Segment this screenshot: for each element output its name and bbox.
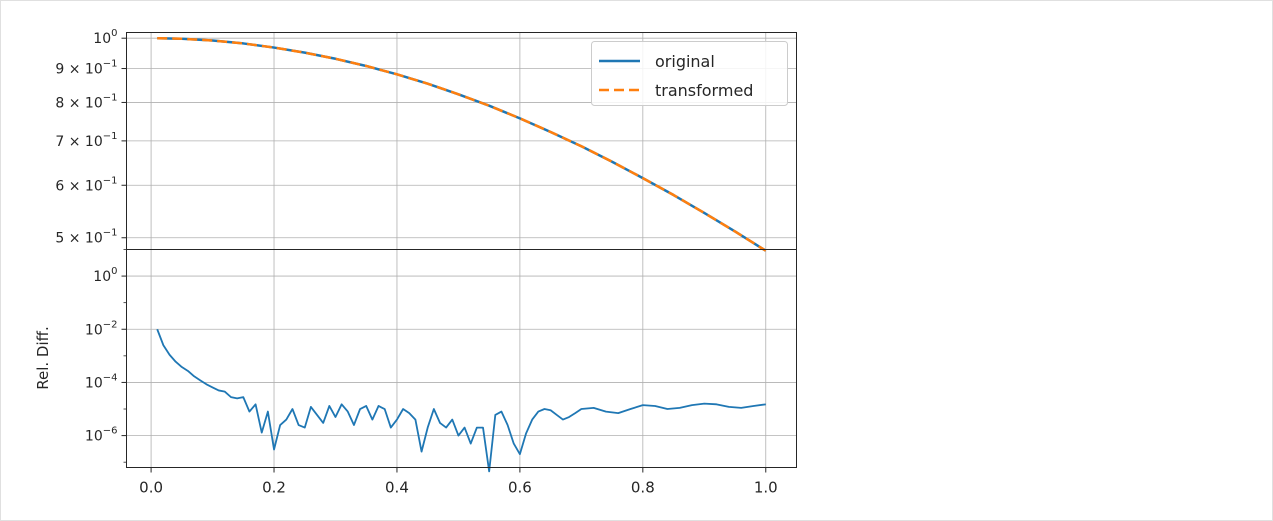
legend-label-original: original bbox=[655, 52, 715, 71]
x-tick-label: 1.0 bbox=[754, 479, 778, 497]
bottom-y-tick-label: 10−6 bbox=[85, 426, 118, 445]
bottom-y-tick-label: 10−2 bbox=[85, 319, 118, 338]
series-line-rel-diff bbox=[156, 328, 766, 473]
bottom-y-tick-label: 10−4 bbox=[85, 372, 118, 391]
bottom-series-lines bbox=[156, 328, 766, 473]
top-y-tick-label: 8 × 10−1 bbox=[55, 92, 117, 111]
x-tick-label: 0.2 bbox=[262, 479, 286, 497]
top-y-ticks: 100 9 × 10−1 8 × 10−1 7 × 10−1 6 × 10−1 5 × 1… bbox=[55, 28, 127, 247]
top-y-tick-label: 5 × 10−1 bbox=[55, 228, 117, 247]
legend: original transformed bbox=[591, 41, 788, 106]
x-tick-label: 0.0 bbox=[139, 479, 163, 497]
top-series-lines bbox=[157, 36, 767, 252]
y-axis-label: Rel. Diff. bbox=[34, 326, 52, 390]
x-ticks: 0.0 0.2 0.4 0.6 0.8 1.0 bbox=[139, 467, 778, 497]
legend-box bbox=[591, 41, 788, 106]
top-y-tick-label: 7 × 10−1 bbox=[55, 131, 117, 150]
bottom-y-tick-label: 100 bbox=[93, 266, 117, 285]
bottom-gridlines bbox=[126, 249, 797, 468]
x-tick-label: 0.8 bbox=[631, 479, 655, 497]
top-y-tick-label: 6 × 10−1 bbox=[55, 175, 117, 194]
top-y-tick-label: 9 × 10−1 bbox=[55, 59, 117, 78]
x-tick-label: 0.6 bbox=[508, 479, 532, 497]
bottom-axes-frame bbox=[126, 249, 797, 468]
top-y-tick-label: 100 bbox=[93, 28, 117, 47]
series-line-transformed bbox=[157, 36, 767, 252]
legend-label-transformed: transformed bbox=[655, 81, 753, 100]
x-tick-label: 0.4 bbox=[385, 479, 409, 497]
bottom-y-ticks: 100 10−2 10−4 10−6 bbox=[85, 249, 127, 463]
